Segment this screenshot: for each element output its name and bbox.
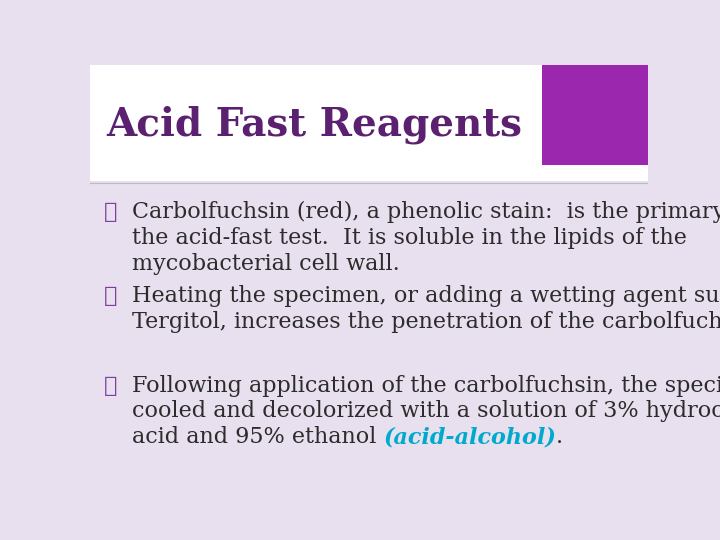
Text: Acid Fast Reagents: Acid Fast Reagents — [107, 106, 523, 144]
Text: .: . — [557, 426, 563, 448]
Text: Carbolfuchsin (red), a phenolic stain:  is the primary stain in: Carbolfuchsin (red), a phenolic stain: i… — [132, 201, 720, 223]
Bar — [542, 65, 648, 165]
Text: Tergitol, increases the penetration of the carbolfuchsin.: Tergitol, increases the penetration of t… — [132, 311, 720, 333]
Text: ❖: ❖ — [104, 375, 117, 396]
Bar — [90, 65, 648, 181]
Text: (acid-alcohol): (acid-alcohol) — [383, 426, 557, 448]
Text: Following application of the carbolfuchsin, the specimen is: Following application of the carbolfuchs… — [132, 375, 720, 396]
Text: Heating the specimen, or adding a wetting agent such as: Heating the specimen, or adding a wettin… — [132, 285, 720, 307]
Text: ❖: ❖ — [104, 201, 117, 223]
Text: the acid-fast test.  It is soluble in the lipids of the: the acid-fast test. It is soluble in the… — [132, 227, 687, 249]
Text: acid and 95% ethanol: acid and 95% ethanol — [132, 426, 383, 448]
Text: cooled and decolorized with a solution of 3% hydrochloric: cooled and decolorized with a solution o… — [132, 400, 720, 422]
Text: mycobacterial cell wall.: mycobacterial cell wall. — [132, 253, 400, 275]
Text: ❖: ❖ — [104, 285, 117, 307]
